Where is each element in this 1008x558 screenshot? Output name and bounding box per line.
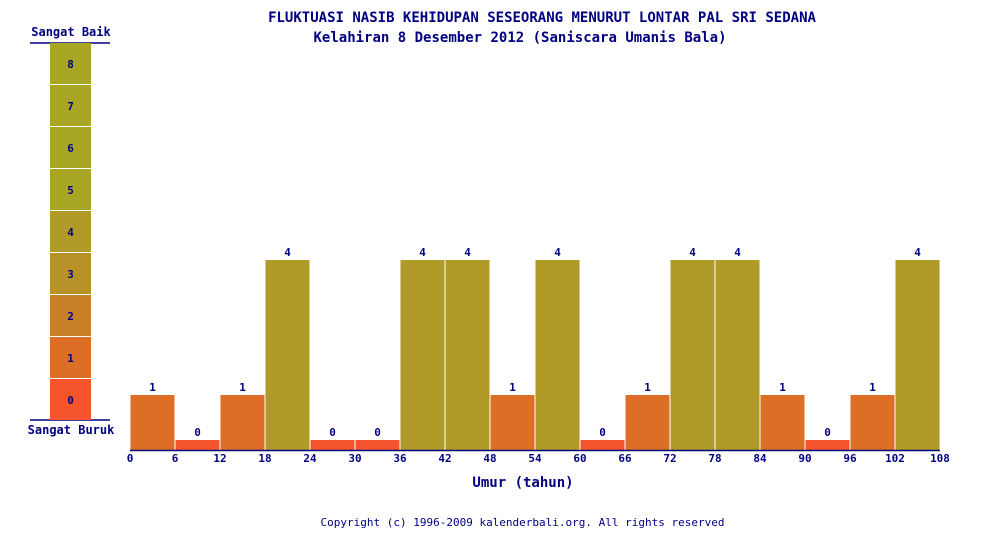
bar-value-label: 0	[374, 426, 381, 439]
bar-value-label: 4	[464, 246, 471, 259]
legend-level-label: 4	[67, 226, 74, 239]
bar	[670, 260, 715, 450]
legend-swatch-0	[50, 379, 91, 420]
legend-level-label: 0	[67, 394, 74, 407]
bar-value-label: 0	[194, 426, 201, 439]
x-tick-label: 6	[172, 452, 179, 465]
bar	[130, 395, 175, 450]
bar-value-label: 4	[689, 246, 696, 259]
bar-value-label: 1	[779, 381, 786, 394]
legend-level-label: 5	[67, 184, 74, 197]
bar-value-label: 4	[284, 246, 291, 259]
bar	[850, 395, 895, 450]
bar-value-label: 0	[329, 426, 336, 439]
legend-top-label: Sangat Baik	[31, 25, 111, 39]
legend-swatch-2	[50, 295, 91, 336]
bar-value-label: 0	[599, 426, 606, 439]
bar	[805, 440, 850, 450]
x-tick-label: 24	[303, 452, 317, 465]
x-tick-label: 18	[258, 452, 271, 465]
bar-value-label: 1	[149, 381, 156, 394]
bar	[355, 440, 400, 450]
x-tick-label: 36	[393, 452, 407, 465]
legend-swatch-1	[50, 337, 91, 378]
chart-title: FLUKTUASI NASIB KEHIDUPAN SESEORANG MENU…	[268, 10, 816, 26]
footer-copyright: Copyright (c) 1996-2009 kalenderbali.org…	[320, 516, 725, 529]
legend-level-label: 3	[67, 268, 74, 281]
legend-level-label: 7	[67, 100, 74, 113]
x-tick-label: 48	[483, 452, 496, 465]
chart-subtitle: Kelahiran 8 Desember 2012 (Saniscara Uma…	[313, 30, 727, 46]
legend-level-label: 2	[67, 310, 74, 323]
bar	[220, 395, 265, 450]
bar	[715, 260, 760, 450]
x-tick-label: 0	[127, 452, 134, 465]
x-tick-label: 90	[798, 452, 811, 465]
x-tick-label: 108	[930, 452, 950, 465]
legend-swatch-5	[50, 169, 91, 210]
bar	[175, 440, 220, 450]
x-tick-label: 96	[843, 452, 857, 465]
bar	[445, 260, 490, 450]
legend-level-label: 8	[67, 58, 74, 71]
x-tick-label: 12	[213, 452, 226, 465]
bar-value-label: 1	[644, 381, 651, 394]
legend-level-label: 6	[67, 142, 74, 155]
legend-bottom-label: Sangat Buruk	[27, 423, 115, 437]
bar	[265, 260, 310, 450]
bar	[400, 260, 445, 450]
bar	[895, 260, 940, 450]
bar-value-label: 4	[914, 246, 921, 259]
bar-value-label: 1	[509, 381, 516, 394]
bar-value-label: 4	[419, 246, 426, 259]
bar	[760, 395, 805, 450]
x-tick-label: 102	[885, 452, 905, 465]
legend-swatch-7	[50, 85, 91, 126]
x-tick-label: 60	[573, 452, 586, 465]
x-tick-label: 78	[708, 452, 721, 465]
legend-swatch-4	[50, 211, 91, 252]
bar-value-label: 1	[869, 381, 876, 394]
bar-value-label: 1	[239, 381, 246, 394]
legend-level-label: 1	[67, 352, 74, 365]
bar	[625, 395, 670, 450]
x-axis-label: Umur (tahun)	[472, 475, 574, 491]
x-tick-label: 66	[618, 452, 632, 465]
x-tick-label: 84	[753, 452, 767, 465]
bar	[310, 440, 355, 450]
bar	[490, 395, 535, 450]
bar-value-label: 4	[734, 246, 741, 259]
legend-swatch-8	[50, 43, 91, 84]
legend-swatch-3	[50, 253, 91, 294]
legend-swatch-6	[50, 127, 91, 168]
bar	[580, 440, 625, 450]
x-tick-label: 30	[348, 452, 361, 465]
x-tick-label: 42	[438, 452, 451, 465]
x-tick-label: 54	[528, 452, 542, 465]
bar	[535, 260, 580, 450]
bar-value-label: 0	[824, 426, 831, 439]
bar-value-label: 4	[554, 246, 561, 259]
x-tick-label: 72	[663, 452, 676, 465]
